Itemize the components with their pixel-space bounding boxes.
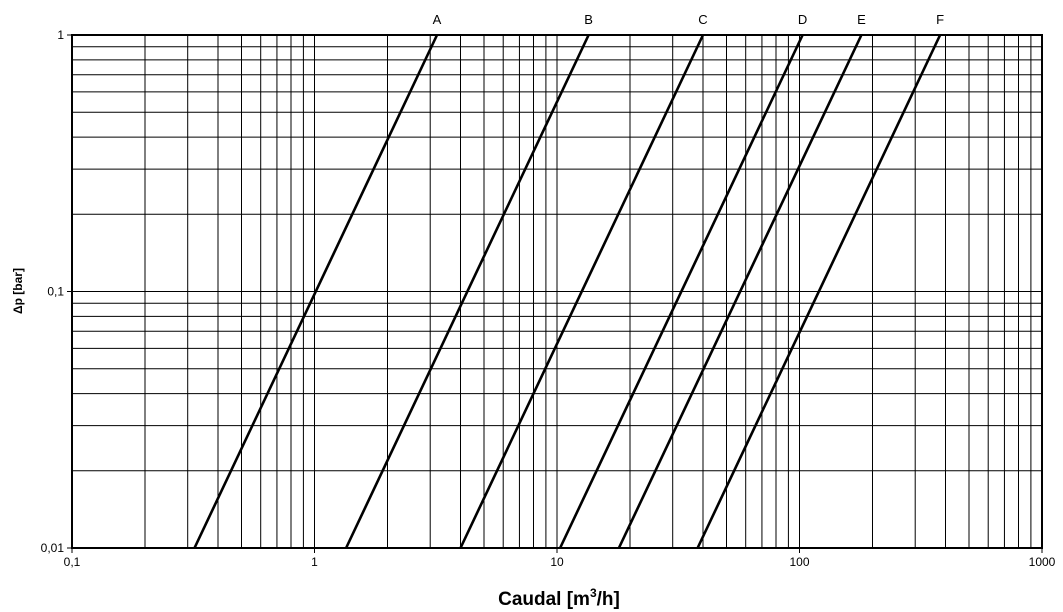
x-tick-label: 100 <box>789 555 809 569</box>
series-line-f <box>696 34 942 549</box>
series-label-e: E <box>857 12 866 27</box>
x-tick-label: 1 <box>311 555 318 569</box>
series-label-b: B <box>584 12 593 27</box>
y-tick-label: 1 <box>57 28 64 42</box>
plot-frame <box>71 34 1043 549</box>
series-line-b <box>344 34 590 549</box>
series-line-d <box>558 34 804 549</box>
y-axis-label: Δp [bar] <box>11 268 25 314</box>
x-tick-label: 0,1 <box>64 555 81 569</box>
x-tick-label: 10 <box>550 555 564 569</box>
chart-grid <box>71 35 1042 549</box>
chart-series <box>193 34 942 549</box>
series-label-d: D <box>798 12 807 27</box>
series-line-a <box>193 34 439 549</box>
series-line-c <box>459 34 705 549</box>
x-axis-label: Caudal [m3/h] <box>498 586 620 610</box>
series-label-f: F <box>936 12 944 27</box>
y-tick-label: 0,1 <box>47 285 64 299</box>
y-tick-label: 0,01 <box>41 541 65 555</box>
series-line-e <box>617 34 863 549</box>
x-tick-label: 1000 <box>1029 555 1056 569</box>
series-label-c: C <box>698 12 707 27</box>
series-label-a: A <box>433 12 442 27</box>
